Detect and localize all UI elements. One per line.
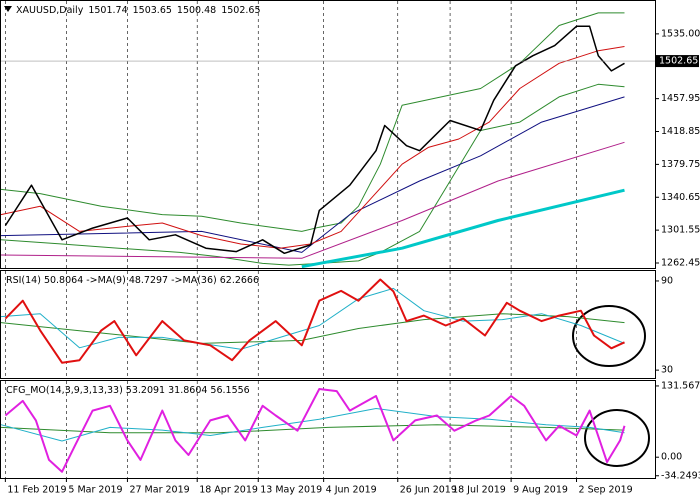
y-tick-label: -34.2493 bbox=[661, 470, 700, 481]
x-tick-label: 5 Mar 2019 bbox=[68, 485, 122, 496]
series-line bbox=[4, 25, 625, 255]
ohlc-value: 1501.74 bbox=[88, 5, 127, 16]
series-line bbox=[0, 141, 625, 259]
current-price-label: 1502.65 bbox=[659, 56, 698, 67]
y-tick-label: 1379.75 bbox=[661, 159, 700, 170]
ohlc-value: 1503.65 bbox=[133, 5, 172, 16]
y-tick-label: 1301.55 bbox=[661, 225, 700, 236]
menu-icon bbox=[4, 6, 12, 12]
series-line bbox=[4, 278, 625, 364]
annotation-circle bbox=[584, 409, 650, 467]
y-tick-label: 131.5672 bbox=[661, 380, 700, 391]
y-tick-label: 1340.65 bbox=[661, 192, 700, 203]
x-tick-label: 2 Sep 2019 bbox=[579, 485, 633, 496]
y-tick-label: 90 bbox=[661, 275, 673, 286]
x-tick-label: 9 Aug 2019 bbox=[513, 485, 568, 496]
rsi-panel bbox=[0, 270, 656, 379]
series-line bbox=[0, 83, 625, 266]
x-tick-label: 18 Apr 2019 bbox=[199, 485, 258, 496]
price-panel bbox=[0, 0, 656, 269]
y-tick-label: 0.00 bbox=[661, 452, 682, 463]
current-price-box bbox=[656, 55, 699, 68]
panel-title: RSI(14) 50.8064 ->MA(9) 48.7297 ->MA(36)… bbox=[6, 275, 259, 286]
mo-panel bbox=[0, 380, 656, 479]
series-line bbox=[4, 388, 626, 473]
series-line bbox=[0, 287, 625, 350]
series-line bbox=[301, 188, 625, 269]
panel-title: XAUUSD,Daily 1501.74 1503.65 1500.48 1502.65 bbox=[16, 5, 261, 16]
x-tick-label: 13 May 2019 bbox=[260, 485, 322, 496]
series-line bbox=[0, 408, 625, 442]
x-tick-label: 18 Jul 2019 bbox=[452, 485, 506, 496]
panel-title-text: XAUUSD,Daily bbox=[16, 5, 84, 16]
ohlc-value: 1500.48 bbox=[177, 5, 216, 16]
panel-title: CFG_MO(14,3,9,3,13,33) 53.2091 31.8604 5… bbox=[6, 385, 250, 396]
annotation-circle bbox=[572, 305, 646, 367]
series-line bbox=[0, 424, 625, 434]
ohlc-value: 1502.65 bbox=[221, 5, 260, 16]
panel-title-text: RSI(14) 50.8064 ->MA(9) 48.7297 ->MA(36)… bbox=[6, 275, 259, 286]
x-tick-label: 26 Jun 2019 bbox=[400, 485, 457, 496]
x-tick-label: 4 Jun 2019 bbox=[326, 485, 377, 496]
series-line bbox=[0, 96, 625, 253]
x-tick-label: 11 Feb 2019 bbox=[7, 485, 66, 496]
y-tick-label: 1418.85 bbox=[661, 126, 700, 137]
y-tick-label: 30 bbox=[661, 365, 673, 376]
panel-title-text: CFG_MO(14,3,9,3,13,33) 53.2091 31.8604 5… bbox=[6, 385, 250, 396]
x-tick-label: 27 Mar 2019 bbox=[129, 485, 189, 496]
series-line bbox=[0, 313, 625, 344]
y-tick-label: 1457.95 bbox=[661, 93, 700, 104]
y-tick-label: 1262.45 bbox=[661, 257, 700, 268]
series-line bbox=[0, 46, 625, 249]
y-tick-label: 1535.00 bbox=[661, 28, 700, 39]
